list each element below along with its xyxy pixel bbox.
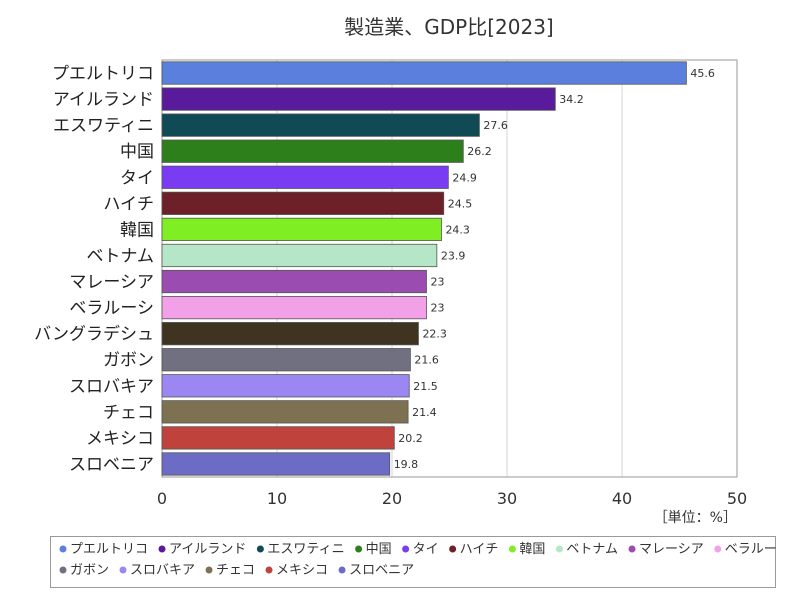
category-label: チェコ xyxy=(103,403,154,423)
x-tick-label: 0 xyxy=(157,489,167,508)
category-label: ベラルーシ xyxy=(69,299,154,319)
legend-marker xyxy=(205,566,213,574)
category-label: ハイチ xyxy=(103,194,154,214)
legend-label: マレーシア xyxy=(639,542,704,557)
value-label: 21.6 xyxy=(414,354,439,367)
value-label: 23.9 xyxy=(441,249,466,262)
category-label: ベトナム xyxy=(87,246,155,266)
value-label: 24.3 xyxy=(445,223,470,236)
legend-marker xyxy=(555,545,563,553)
legend-label: チェコ xyxy=(216,563,255,578)
bar xyxy=(161,322,419,346)
legend-marker xyxy=(158,545,166,553)
legend-label: プエルトリコ xyxy=(70,542,148,557)
category-label: スロバキア xyxy=(69,377,154,397)
legend-label: 韓国 xyxy=(519,542,545,557)
bar xyxy=(161,374,410,398)
bar xyxy=(161,348,411,372)
value-label: 27.6 xyxy=(483,119,508,132)
bars: プエルトリコ 45.6 アイルランド 34.2 エスワティニ 27.6 中国 26.2 タイ 24… xyxy=(34,61,715,476)
category-label: メキシコ xyxy=(86,429,154,449)
x-axis-ticks: 0 10 20 30 40 50 xyxy=(157,489,747,508)
value-label: 22.3 xyxy=(422,328,447,341)
legend-marker xyxy=(338,566,346,574)
category-label: タイ xyxy=(120,168,154,188)
category-label: アイルランド xyxy=(53,90,154,110)
bar xyxy=(161,139,464,163)
category-label: 韓国 xyxy=(120,220,154,240)
legend-label: ベラルーシ xyxy=(725,542,777,557)
value-label: 24.9 xyxy=(452,171,477,184)
bar xyxy=(161,426,395,450)
bar xyxy=(161,243,438,268)
category-label: 中国 xyxy=(120,142,154,162)
chart-title: 製造業、GDP比[2023] xyxy=(344,15,553,39)
legend-label: スロベニア xyxy=(349,563,414,578)
value-label: 21.5 xyxy=(413,380,438,393)
bar xyxy=(161,165,449,189)
plot-frame xyxy=(161,59,738,478)
x-tick-label: 40 xyxy=(612,489,632,508)
legend-label: 中国 xyxy=(366,542,392,557)
value-label: 21.4 xyxy=(412,406,437,419)
value-label: 34.2 xyxy=(559,93,584,106)
unit-label: ［単位：%］ xyxy=(654,510,737,526)
legend-marker xyxy=(265,566,273,574)
legend-marker xyxy=(402,545,410,553)
category-label: スロベニア xyxy=(69,455,154,475)
legend-marker xyxy=(355,545,363,553)
value-label: 19.8 xyxy=(394,458,419,471)
legend-label: ハイチ xyxy=(460,542,499,557)
legend-label: ベトナム xyxy=(566,542,618,557)
legend-marker xyxy=(628,545,636,553)
category-label: バングラデシュ xyxy=(34,324,154,345)
x-tick-label: 50 xyxy=(727,489,747,508)
legend-label: ガボン xyxy=(70,563,109,578)
bar xyxy=(161,87,556,111)
value-label: 26.2 xyxy=(467,145,492,158)
legend-label: メキシコ xyxy=(276,563,328,578)
bar xyxy=(161,113,480,137)
bar xyxy=(161,269,427,294)
bar xyxy=(161,61,687,85)
value-label: 23 xyxy=(431,302,445,315)
x-tick-label: 20 xyxy=(382,489,402,508)
bar xyxy=(161,191,445,215)
x-tick-label: 30 xyxy=(497,489,517,508)
legend-label: アイルランド xyxy=(169,542,246,557)
value-label: 24.5 xyxy=(448,197,473,210)
legend-marker xyxy=(508,545,516,553)
legend-marker xyxy=(59,566,67,574)
value-label: 45.6 xyxy=(690,67,715,80)
bar xyxy=(161,452,391,476)
x-tick-label: 10 xyxy=(267,489,287,508)
legend-marker xyxy=(714,545,722,553)
bar-chart: 製造業、GDP比[2023] プエルトリコ 45.6 アイルランド 34.2 エスワティ… xyxy=(34,15,747,526)
category-label: ガボン xyxy=(103,351,154,371)
legend-marker xyxy=(256,545,264,553)
value-label: 20.2 xyxy=(398,432,423,445)
category-label: プエルトリコ xyxy=(52,64,154,84)
legend-marker xyxy=(59,545,67,553)
legend-label: スロバキア xyxy=(130,563,195,578)
value-label: 23 xyxy=(431,276,445,289)
legend-label: エスワティニ xyxy=(267,542,344,557)
bar xyxy=(161,400,409,424)
bar xyxy=(161,217,442,242)
category-label: マレーシア xyxy=(69,273,154,293)
legend-label: タイ xyxy=(413,542,439,557)
category-label: エスワティニ xyxy=(53,116,154,136)
legend-marker xyxy=(119,566,127,574)
bar xyxy=(161,295,427,320)
legend: プエルトリコ アイルランド エスワティニ 中国 タイ ハイチ 韓国 ベトナム マレーシア ベラルー… xyxy=(50,536,790,588)
legend-marker xyxy=(449,545,457,553)
